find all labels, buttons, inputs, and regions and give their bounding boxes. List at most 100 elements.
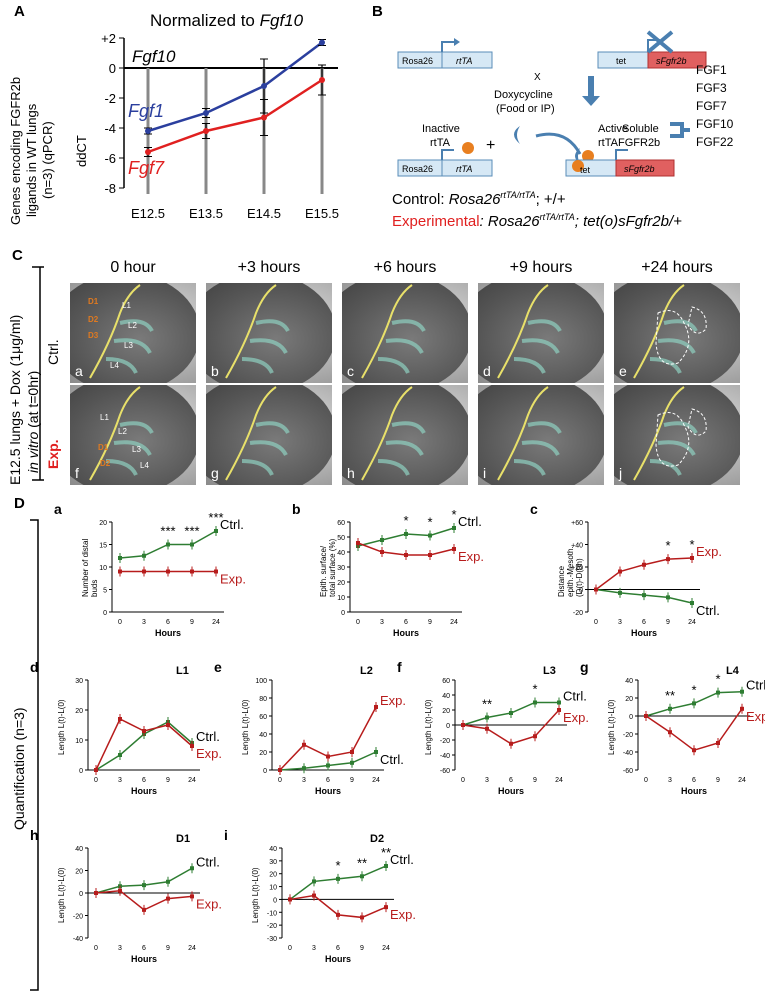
x-tick-label: E14.5 — [247, 206, 281, 221]
x-axis-label: Hours — [325, 954, 351, 964]
x-tick-label: E13.5 — [189, 206, 223, 221]
y-tick-label: 0 — [103, 610, 107, 617]
data-point — [360, 915, 364, 920]
inactive-line-2: rtTA — [430, 137, 451, 149]
data-point — [404, 532, 408, 536]
y-tick-label: 20 — [75, 708, 83, 715]
micrograph-ctrl-c: c — [342, 283, 468, 383]
chart-title: D1 — [176, 833, 190, 845]
region-tag: L3 — [132, 445, 141, 454]
data-point — [142, 553, 146, 558]
data-point — [716, 741, 720, 745]
significance-stars: * — [451, 507, 456, 522]
y-tick-label: +40 — [571, 543, 583, 550]
significance-stars: * — [691, 682, 696, 697]
trachea-line — [89, 284, 141, 379]
cross-x: X — [534, 72, 541, 83]
data-point — [533, 734, 537, 739]
y-tick-label: 30 — [337, 565, 345, 572]
y-axis-label-line: epith.-Mesoth. — [566, 546, 575, 597]
panel-b-letter: B — [372, 3, 383, 20]
x-tick-label: 9 — [350, 777, 354, 784]
data-point — [312, 893, 316, 898]
micrograph-letter: i — [483, 465, 487, 481]
x-tick-label: 24 — [688, 619, 696, 626]
data-point — [360, 874, 364, 879]
y-tick-label: 0 — [79, 891, 83, 898]
data-point — [190, 542, 194, 547]
trachea-line — [361, 386, 413, 481]
data-point — [142, 907, 146, 912]
y-tick-label: -8 — [104, 181, 116, 196]
significance-stars: * — [403, 513, 408, 528]
series-label-ctrl: Ctrl. — [220, 517, 244, 532]
chart-a: a 0 5 10 15 20 0 3 6 9 24 Hours Number of distalbuds… — [54, 501, 246, 638]
time-header: +3 hours — [237, 259, 301, 276]
x-tick-label: 3 — [485, 777, 489, 784]
data-point — [326, 754, 330, 759]
data-point — [118, 569, 122, 574]
chart-d: d L1 0 10 20 30 0 3 6 9 24 Hours Length L(t)-L(0) Ctr… — [30, 659, 222, 796]
y-axis-label-line: (D(t)-D(0h) — [575, 558, 584, 597]
y-tick-label: 10 — [75, 738, 83, 745]
branch-outline — [513, 319, 562, 374]
inactive-line-1: Inactive — [422, 123, 460, 135]
sfgfr2b-box-bottom — [615, 159, 675, 177]
panel-c-letter: C — [12, 247, 23, 264]
data-point — [190, 866, 194, 871]
panel-d-side-label: Quantification (n=3) — [11, 707, 27, 830]
y-tick-label: -20 — [73, 914, 83, 921]
data-point — [509, 711, 513, 715]
active-line-1: Active — [598, 123, 628, 135]
series-label-exp: Exp. — [196, 746, 222, 761]
x-tick-label: 24 — [555, 777, 563, 784]
data-point — [557, 700, 561, 705]
x-tick-label: 3 — [618, 619, 622, 626]
significance-stars: *** — [160, 524, 175, 539]
x-tick-label: 9 — [716, 777, 720, 784]
trachea-line — [633, 284, 685, 379]
y-tick-label: 30 — [75, 678, 83, 685]
ligand-3: FGF7 — [696, 99, 727, 113]
chart-letter: b — [292, 501, 301, 517]
panel-c-side-labels: E12.5 lungs + Dox (1μg/ml) in vitro (at … — [7, 266, 61, 485]
data-point — [142, 729, 146, 733]
region-tag: L4 — [140, 461, 149, 470]
data-point — [557, 708, 561, 712]
data-point — [350, 760, 354, 765]
significance-stars: * — [689, 537, 694, 552]
branch-outline — [377, 319, 426, 374]
panel-a-title: Normalized to Fgf10 — [150, 11, 304, 30]
region-tag: L3 — [124, 341, 133, 350]
data-point — [509, 741, 513, 746]
micrograph-ctrl-d: d — [478, 283, 604, 383]
region-tag: L1 — [100, 413, 109, 422]
y-tick-label: -40 — [623, 750, 633, 757]
data-point — [380, 538, 384, 542]
y-tick-label: 0 — [341, 610, 345, 617]
chart-f: f L3 -60 -40 -20 0 20 40 60 0 3 6 9 24 Hours Length L(t… — [397, 659, 589, 796]
micrograph-exp-i: i — [478, 385, 604, 485]
micrograph-ctrl-e: e — [614, 283, 740, 383]
y-tick-label: 20 — [337, 580, 345, 587]
bud-outline — [655, 306, 707, 365]
binding-arrow — [535, 132, 582, 155]
y-tick-label: 20 — [442, 708, 450, 715]
control-genotype: Control: Rosa26rtTA/rtTA; +/+ — [392, 190, 566, 208]
x-tick-label: 0 — [461, 777, 465, 784]
trachea-line — [497, 284, 549, 379]
active-line-2: rtTA — [598, 137, 619, 149]
rtta-label-bottom: rtTA — [456, 164, 472, 174]
series-line-fgf1 — [147, 41, 323, 133]
micrograph-exp-f: L1 L2 L3 L4 D1 D2 f — [70, 385, 196, 485]
x-tick-label: 3 — [312, 945, 316, 952]
series-line-fgf7 — [147, 78, 323, 154]
y-tick-label: 0 — [273, 897, 277, 904]
significance-stars: * — [427, 515, 432, 530]
y-tick-label: 20 — [269, 872, 277, 879]
y-tick-label: 0 — [109, 61, 116, 76]
y-tick-label: 0 — [263, 768, 267, 775]
y-tick-label: +2 — [101, 31, 116, 46]
data-point — [374, 750, 378, 754]
data-point — [190, 894, 194, 899]
